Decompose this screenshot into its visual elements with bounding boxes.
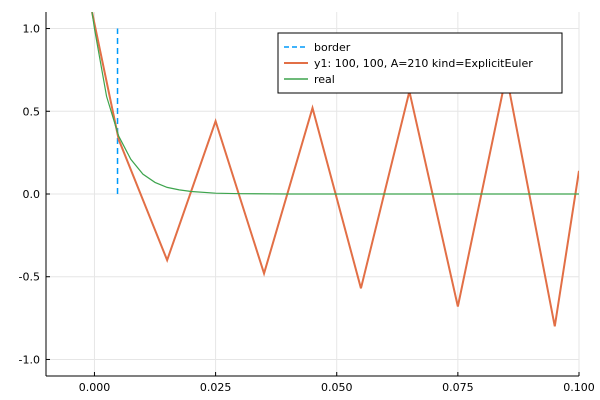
legend-label: y1: 100, 100, A=210 kind=ExplicitEuler [314,57,533,70]
legend-label: real [314,73,335,86]
y-tick-label: 1.0 [23,23,41,36]
y-tick-label: -1.0 [19,353,40,366]
legend: border y1: 100, 100, A=210 kind=ExplicitE… [277,32,563,94]
x-tick-label: 0.025 [200,381,232,394]
y-tick-label: 0.0 [23,188,41,201]
y-tick-label: -0.5 [19,271,40,284]
y-tick-label: 0.5 [23,105,41,118]
tick-labels: 0.000 0.025 0.050 0.075 0.100 1.0 0.5 0.0 -0.5 -1… [19,23,595,394]
legend-box [277,32,563,94]
legend-label: border [314,41,351,54]
series-line-euler [91,12,579,327]
x-tick-label: 0.075 [442,381,474,394]
x-tick-label: 0.000 [79,381,111,394]
x-tick-label: 0.100 [563,381,595,394]
series-layer [91,12,579,327]
x-tick-label: 0.050 [321,381,353,394]
series-line-real [91,12,579,195]
axes [45,12,580,377]
